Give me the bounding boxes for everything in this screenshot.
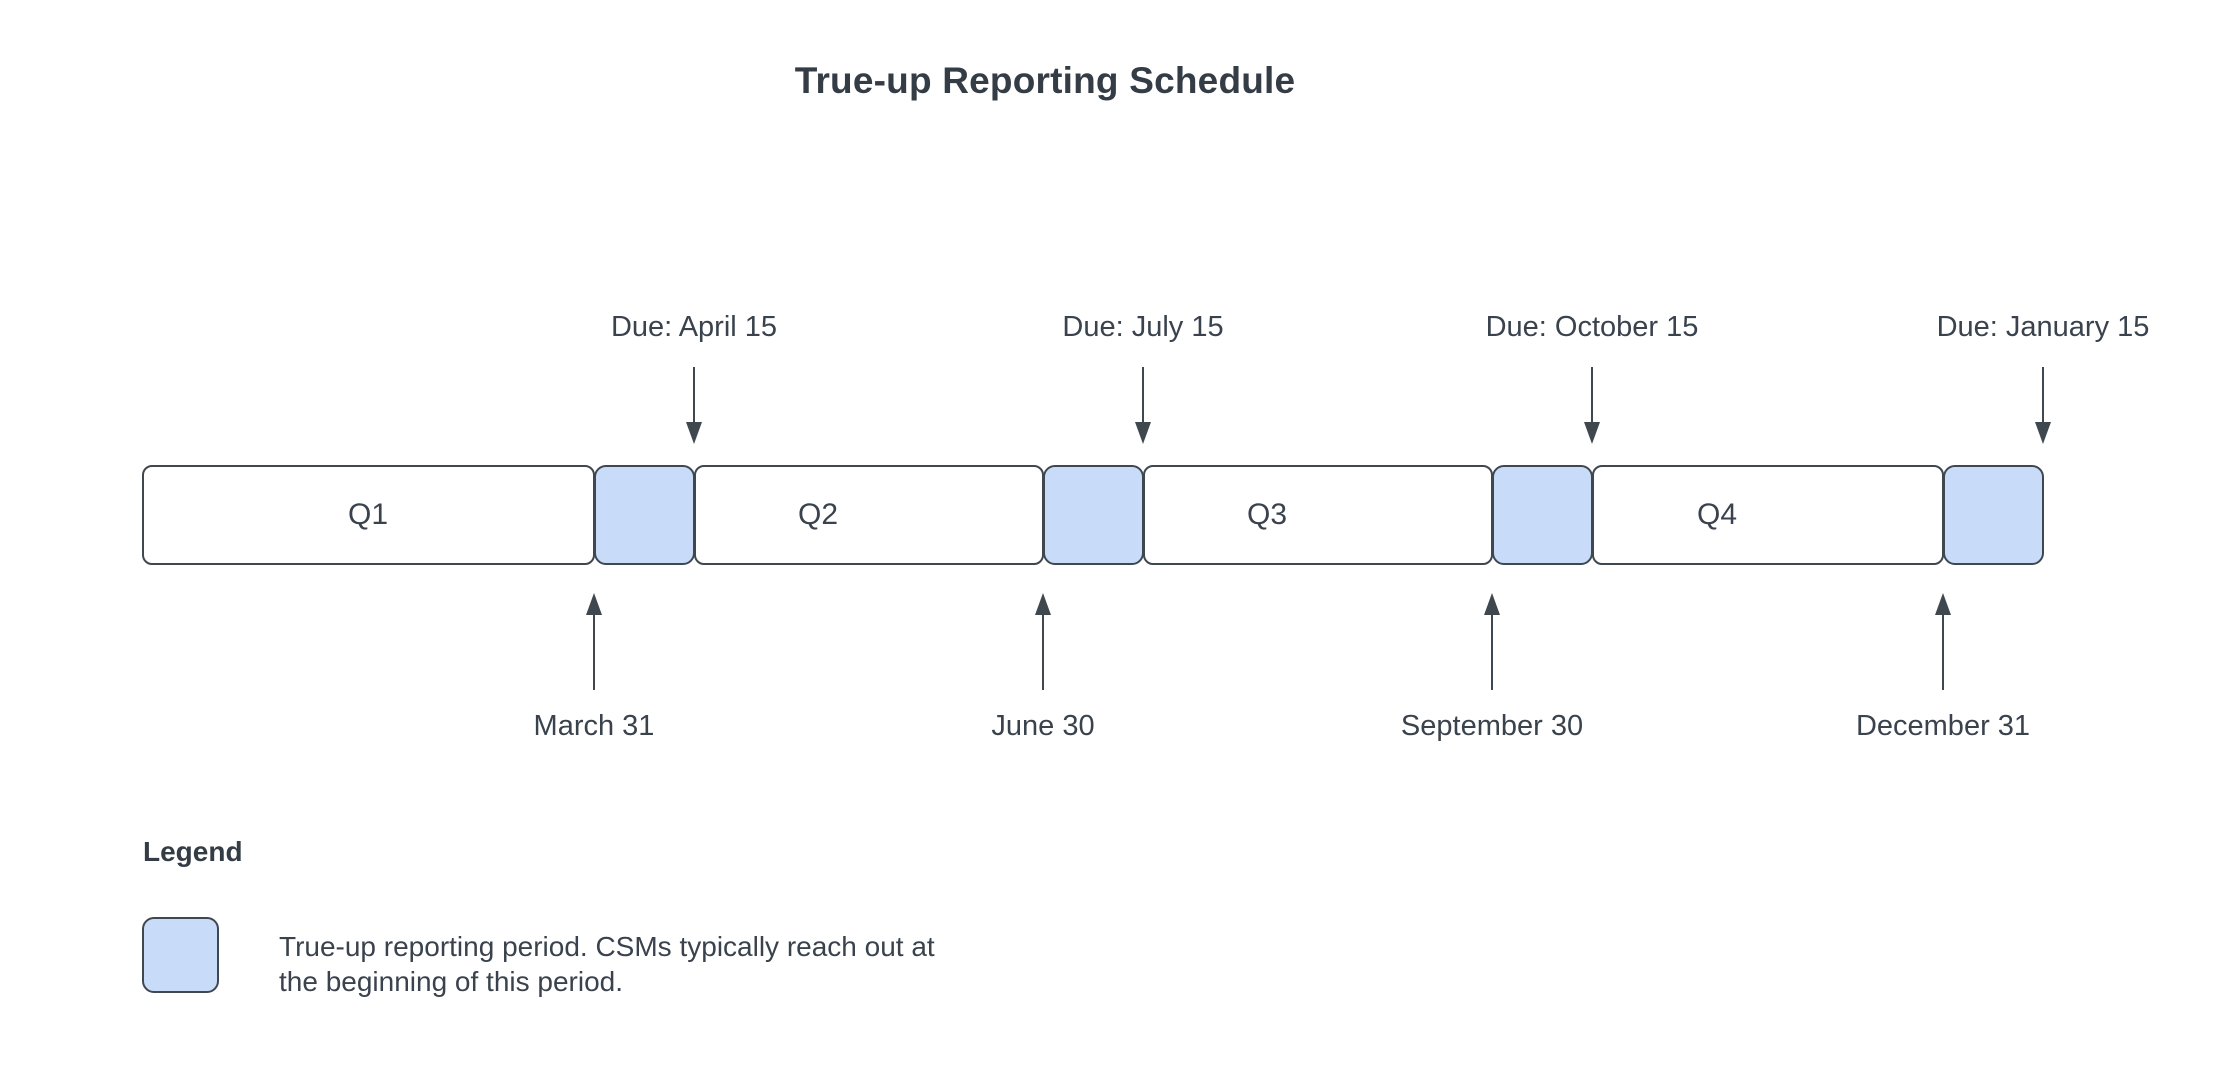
arrow-down-icon [2035, 367, 2051, 444]
quarter-label: Q3 [1246, 498, 1288, 531]
period-end-label: June 30 [991, 710, 1095, 742]
trueup-period-segment [1043, 465, 1144, 565]
legend-description-line2: the beginning of this period. [279, 966, 624, 997]
quarter-segment-q1 [142, 465, 595, 565]
due-date-label: Due: October 15 [1485, 311, 1699, 343]
due-date-label: Due: April 15 [610, 311, 778, 343]
legend-description: True-up reporting period. CSMs typically… [279, 929, 935, 999]
arrow-up-icon [586, 593, 602, 690]
arrow-up-icon [1035, 593, 1051, 690]
quarter-segment-q3 [1143, 465, 1493, 565]
arrow-up-icon [1935, 593, 1951, 690]
arrow-down-icon [1584, 367, 1600, 444]
arrow-up-icon [1484, 593, 1500, 690]
arrow-down-icon [1135, 367, 1151, 444]
due-date-label: Due: July 15 [1062, 311, 1224, 343]
quarter-label: Q4 [1696, 498, 1738, 531]
legend-description-line1: True-up reporting period. CSMs typically… [279, 931, 935, 962]
period-end-label: December 31 [1855, 710, 2031, 742]
page-title: True-up Reporting Schedule [794, 60, 1296, 101]
arrow-down-icon [686, 367, 702, 444]
period-end-label: September 30 [1400, 710, 1584, 742]
legend-title: Legend [143, 836, 243, 867]
quarter-segment-q2 [694, 465, 1044, 565]
trueup-period-segment [1943, 465, 2044, 565]
due-date-label: Due: January 15 [1936, 311, 2150, 343]
legend-trueup-swatch [142, 917, 219, 993]
quarter-label: Q2 [797, 498, 839, 531]
period-end-label: March 31 [533, 710, 655, 742]
trueup-period-segment [1492, 465, 1593, 565]
quarter-label: Q1 [347, 498, 389, 531]
trueup-period-segment [594, 465, 695, 565]
quarter-segment-q4 [1592, 465, 1944, 565]
